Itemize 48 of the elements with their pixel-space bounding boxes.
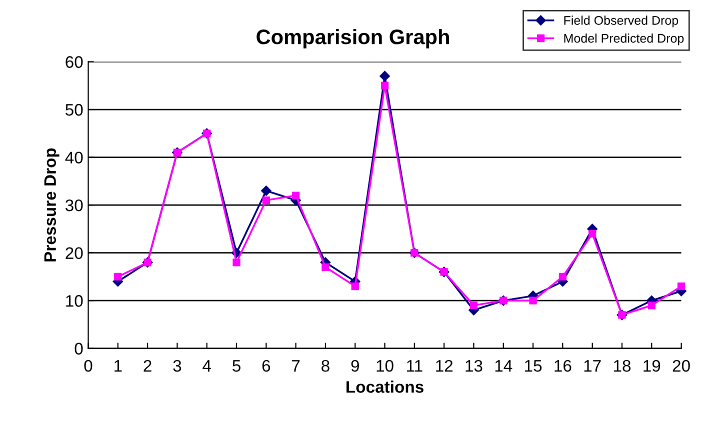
y-axis-title: Pressure Drop [44, 148, 60, 262]
point [322, 263, 330, 271]
x-tick-label: 4 [202, 360, 212, 372]
x-tick-label: 8 [322, 360, 330, 372]
point [588, 230, 596, 238]
x-tick-label: 15 [525, 360, 542, 372]
x-tick-label: 11 [407, 360, 422, 372]
x-tick-label: 3 [173, 360, 182, 372]
x-tick-label: 20 [672, 360, 690, 372]
point [292, 192, 300, 200]
y-tick-label: 60 [66, 56, 83, 68]
x-tick-label: 17 [584, 360, 601, 372]
point [232, 258, 240, 266]
chart-title: Comparision Graph [256, 29, 449, 48]
x-tick-label: 19 [644, 360, 660, 372]
legend-label: Model Predicted Drop [564, 34, 684, 46]
point [262, 196, 270, 204]
x-tick-label: 7 [292, 360, 300, 372]
x-tick-label: 5 [232, 360, 240, 372]
y-tick-label: 0 [74, 342, 83, 355]
point [529, 296, 537, 304]
x-tick-label: 12 [436, 360, 453, 372]
x-tick-label: 9 [351, 360, 359, 372]
y-tick-label: 40 [65, 152, 83, 164]
point [351, 282, 359, 290]
point [261, 186, 272, 196]
point [470, 302, 478, 310]
x-tick-label: 0 [84, 360, 92, 372]
y-tick-label: 50 [66, 104, 83, 116]
x-tick-label: 6 [262, 360, 270, 372]
point [114, 272, 122, 281]
x-tick-label: 10 [376, 360, 394, 372]
point [380, 70, 390, 82]
x-tick-label: 16 [554, 360, 572, 372]
legend-label: Field Observed Drop [564, 16, 678, 28]
point [380, 82, 389, 90]
x-tick-label: 18 [614, 360, 631, 372]
x-axis-title: Locations [346, 380, 424, 393]
y-tick-label: 20 [66, 247, 83, 260]
x-tick-label: 1 [114, 360, 122, 372]
point [648, 302, 656, 310]
x-tick-label: 2 [144, 360, 152, 372]
y-tick-label: 30 [65, 199, 83, 212]
point [677, 282, 686, 290]
point [558, 272, 566, 281]
y-tick-label: 10 [66, 295, 83, 307]
x-tick-label: 13 [466, 360, 482, 372]
x-tick-label: 14 [495, 360, 512, 372]
